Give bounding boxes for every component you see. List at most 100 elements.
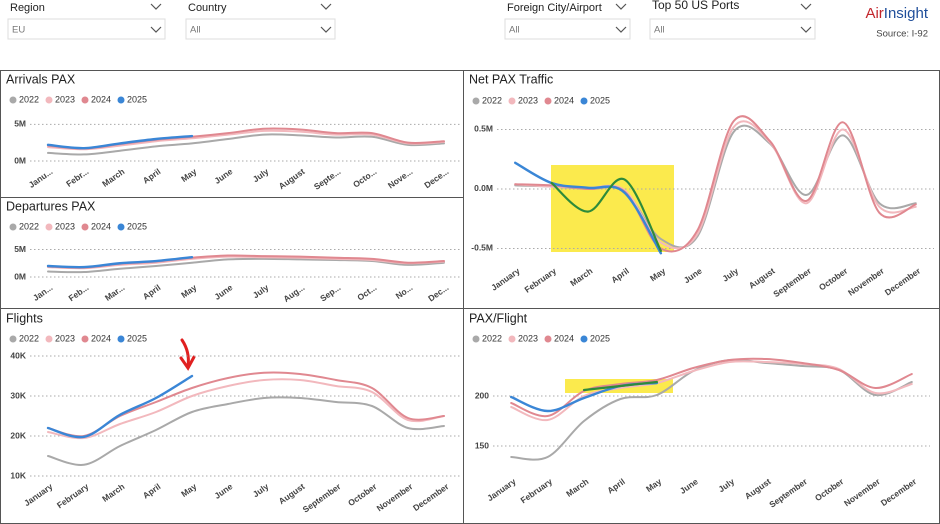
legend-label: 2022: [482, 95, 502, 105]
dropdown-box: [504, 18, 631, 40]
y-tick-label: 5M: [14, 119, 26, 129]
filter-label: Top 50 US Ports: [652, 0, 739, 12]
legend-marker: [508, 335, 516, 343]
legend-label: 2023: [55, 221, 75, 231]
y-tick-label: -0.5M: [471, 243, 493, 253]
filters: Region EU Country All Foreign City/Airport Al…: [7, 0, 816, 40]
legend-label: 2023: [518, 95, 538, 105]
legend-label: 2025: [127, 94, 147, 104]
filter-label: Country: [188, 2, 227, 14]
dropdown-value: All: [190, 25, 201, 36]
legend-label: 2025: [127, 333, 147, 343]
legend-label: 2025: [590, 333, 610, 343]
legend-marker: [580, 97, 588, 105]
y-tick-label: 0M: [14, 155, 26, 165]
legend-label: 2022: [19, 333, 39, 343]
dropdown-value: All: [654, 25, 665, 36]
series-line: [47, 255, 445, 270]
legend-label: 2024: [91, 94, 111, 104]
filter-label: Foreign City/Airport: [507, 2, 602, 14]
chevron: [320, 3, 332, 10]
legend-label: 2024: [554, 95, 574, 105]
dropdown-value: All: [509, 25, 520, 36]
legend-label: 2022: [482, 333, 502, 343]
legend-marker: [45, 335, 53, 343]
series-line: [47, 133, 445, 156]
legend-label: 2022: [19, 221, 39, 231]
chart-title: Arrivals PAX: [6, 72, 76, 86]
legend-label: 2023: [55, 333, 75, 343]
dropdown[interactable]: All: [504, 18, 631, 40]
y-tick-label: 150: [475, 440, 489, 450]
y-tick-label: 0.0M: [474, 183, 493, 193]
y-tick-label: 30K: [10, 390, 26, 400]
chevron: [800, 26, 812, 33]
legend-marker: [45, 96, 53, 104]
chevron: [615, 26, 627, 33]
legend-marker: [9, 335, 17, 343]
legend-label: 2023: [55, 94, 75, 104]
legend-marker: [544, 97, 552, 105]
legend-marker: [117, 96, 125, 104]
annotation-arrow: [179, 338, 196, 371]
series-line: [514, 161, 663, 255]
brand-part: Air: [865, 5, 883, 22]
legend-label: 2024: [91, 333, 111, 343]
dropdown-value: EU: [12, 25, 25, 36]
series-line: [47, 129, 445, 151]
chevron: [615, 3, 627, 10]
brand: AirInsight: [865, 5, 928, 22]
series-line: [47, 257, 445, 274]
legend-marker: [117, 335, 125, 343]
chart-title: Departures PAX: [6, 199, 96, 213]
legend-label: 2022: [19, 94, 39, 104]
y-tick-label: 5M: [14, 244, 26, 254]
y-tick-label: 20K: [10, 430, 26, 440]
series-line: [46, 134, 194, 150]
brand-part: Insight: [884, 5, 929, 22]
series-line: [46, 256, 194, 269]
chevron: [320, 26, 332, 33]
legend-marker: [117, 223, 125, 231]
source: Source: I-92: [876, 29, 928, 40]
series-line: [550, 177, 662, 252]
series-line: [510, 357, 913, 418]
y-tick-label: 200: [475, 390, 489, 400]
legend-label: 2025: [590, 95, 610, 105]
dropdown-box: [649, 18, 816, 40]
series-line: [582, 380, 658, 392]
legend-marker: [9, 96, 17, 104]
series-line: [47, 396, 445, 466]
dropdown[interactable]: All: [649, 18, 816, 40]
legend-marker: [544, 335, 552, 343]
dropdown[interactable]: All: [185, 18, 336, 40]
legend-label: 2024: [554, 333, 574, 343]
legend-marker: [81, 335, 89, 343]
chart-title: PAX/Flight: [469, 311, 528, 325]
chevron: [800, 3, 812, 10]
filter-label: Region: [10, 2, 45, 14]
series-line: [47, 378, 445, 440]
legend-label: 2025: [127, 221, 147, 231]
legend-marker: [9, 223, 17, 231]
chevron: [150, 3, 162, 10]
y-tick-label: 0M: [14, 271, 26, 281]
dropdown[interactable]: EU: [7, 18, 166, 40]
dropdown-box: [7, 18, 166, 40]
legend-marker: [45, 223, 53, 231]
legend-label: 2023: [518, 333, 538, 343]
y-tick-label: 10K: [10, 470, 26, 480]
series-line: [46, 374, 194, 439]
legend-marker: [81, 96, 89, 104]
chart-title: Net PAX Traffic: [469, 72, 553, 86]
legend-marker: [508, 97, 516, 105]
dropdown-box: [185, 18, 336, 40]
legend-marker: [81, 223, 89, 231]
legend-marker: [472, 335, 480, 343]
legend-label: 2024: [91, 221, 111, 231]
y-tick-label: 40K: [10, 350, 26, 360]
chevron: [150, 26, 162, 33]
legend-marker: [472, 97, 480, 105]
chart-title: Flights: [6, 311, 43, 325]
